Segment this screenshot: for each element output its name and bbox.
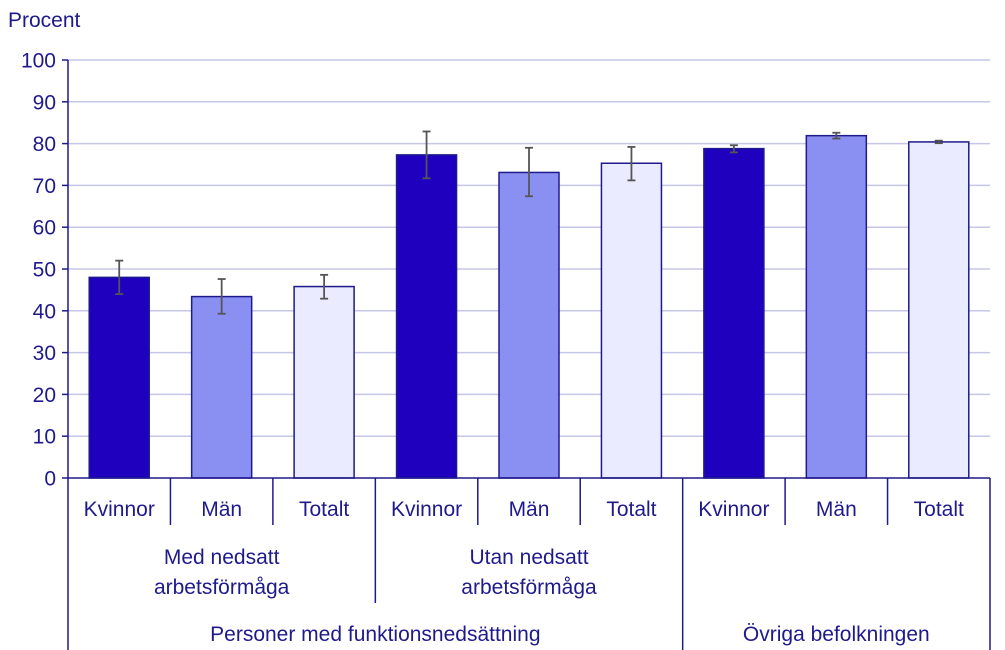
y-tick-label: 0 xyxy=(44,468,56,491)
bar xyxy=(703,147,765,479)
category-label: Totalt xyxy=(914,498,964,521)
bar xyxy=(293,285,355,479)
subgroup-label: arbetsförmåga xyxy=(154,576,290,599)
y-tick-label: 50 xyxy=(33,259,56,282)
category-label: Män xyxy=(509,498,550,521)
bar xyxy=(805,134,868,479)
y-tick-label: 60 xyxy=(33,217,56,240)
y-tick-label: 100 xyxy=(21,50,56,73)
bar xyxy=(88,276,150,479)
subgroup-label: arbetsförmåga xyxy=(461,576,597,599)
category-label: Kvinnor xyxy=(84,498,155,521)
y-tick-label: 10 xyxy=(33,426,56,449)
subgroup-label: Med nedsatt xyxy=(164,546,280,569)
category-label: Män xyxy=(816,498,857,521)
y-tick-label: 20 xyxy=(33,384,56,407)
category-label: Totalt xyxy=(299,498,349,521)
category-labels: Kvinnor Män Totalt Kvinnor Män Totalt Kvinnor M… xyxy=(67,478,991,650)
y-tick-label: 30 xyxy=(33,342,56,365)
y-tick-label: 90 xyxy=(33,91,56,114)
bar xyxy=(908,141,970,479)
axes: 0 10 20 30 40 50 60 70 80 90 100 xyxy=(21,50,990,491)
bar xyxy=(498,171,560,479)
y-tick-label: 40 xyxy=(33,300,56,323)
error-bars xyxy=(115,130,943,315)
category-label: Män xyxy=(201,498,242,521)
y-tick-label: 80 xyxy=(33,133,56,156)
category-label: Kvinnor xyxy=(698,498,769,521)
group-label: Övriga befolkningen xyxy=(743,623,930,646)
category-label: Totalt xyxy=(606,498,656,521)
subgroup-label: Utan nedsatt xyxy=(469,546,588,569)
bar xyxy=(600,162,663,479)
y-tick-label: 70 xyxy=(33,175,56,198)
bar xyxy=(395,154,458,479)
bar xyxy=(190,295,253,479)
group-label: Personer med funktionsnedsättning xyxy=(210,623,540,646)
category-label: Kvinnor xyxy=(391,498,462,521)
y-axis-label: Procent xyxy=(8,9,81,32)
